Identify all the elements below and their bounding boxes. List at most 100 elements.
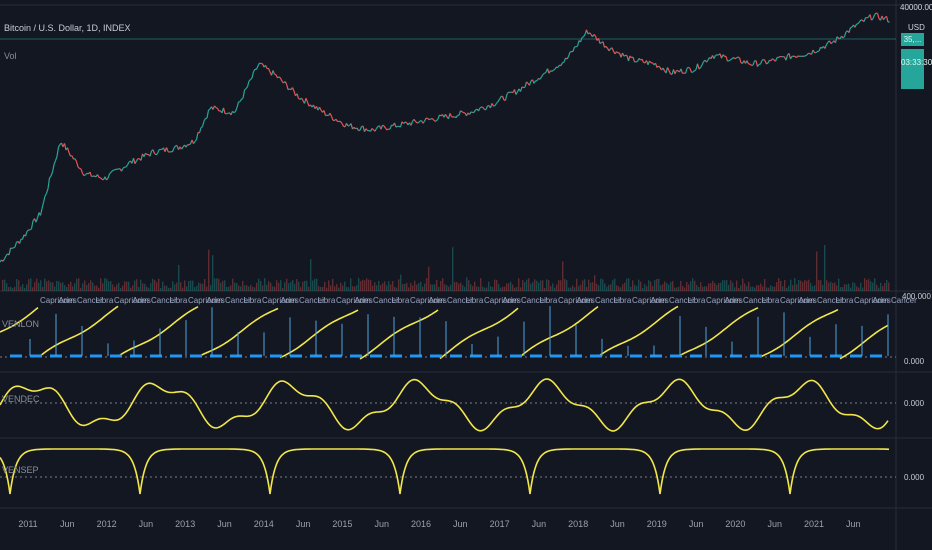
price-candle xyxy=(869,14,873,21)
price-candle xyxy=(222,107,226,114)
price-candle xyxy=(872,14,876,19)
volume-bar xyxy=(408,287,410,291)
volume-bar xyxy=(494,279,496,291)
volume-bar xyxy=(506,283,508,291)
price-candle xyxy=(767,59,771,64)
volume-bar xyxy=(870,281,872,291)
volume-bar xyxy=(690,281,692,291)
volume-bar xyxy=(88,283,90,291)
volume-bar xyxy=(352,286,354,291)
volume-bar xyxy=(46,281,48,291)
price-candle xyxy=(181,146,184,150)
volume-bar xyxy=(320,286,322,291)
volume-bar xyxy=(62,282,64,291)
volume-bar xyxy=(94,285,96,291)
price-candle xyxy=(761,58,764,61)
volume-bar xyxy=(498,284,500,291)
volume-bar xyxy=(520,287,522,291)
volume-bar xyxy=(100,278,102,291)
volume-bar xyxy=(136,279,138,291)
volume-bar xyxy=(324,281,326,291)
volume-bar xyxy=(782,286,784,291)
price-candle xyxy=(359,126,363,131)
sign-label: Libra xyxy=(96,296,114,305)
volume-bar xyxy=(648,280,650,291)
price-candle xyxy=(597,38,601,44)
volume-bar xyxy=(396,287,398,291)
price-candle xyxy=(576,40,580,47)
volume-bar xyxy=(880,282,882,291)
volume-bar xyxy=(450,284,452,291)
price-candle xyxy=(430,117,433,120)
price-candle xyxy=(581,36,584,39)
volume-bar xyxy=(446,285,448,291)
price-candle xyxy=(246,80,250,87)
volume-bar xyxy=(44,278,46,291)
price-candle xyxy=(13,246,16,249)
price-candle xyxy=(330,116,334,121)
price-candle xyxy=(340,121,343,124)
price-candle xyxy=(656,65,659,69)
volume-bar xyxy=(606,286,608,291)
volume-bar xyxy=(570,287,572,291)
price-candle xyxy=(251,71,255,79)
price-candle xyxy=(203,118,207,122)
volume-bar xyxy=(810,282,812,291)
volume-bar xyxy=(592,282,594,291)
price-candle xyxy=(399,121,403,128)
volume-bar xyxy=(464,286,466,291)
volume-bar xyxy=(54,286,56,291)
price-candle xyxy=(427,117,430,120)
volume-bar xyxy=(822,285,824,291)
volume-bar xyxy=(256,282,258,291)
volume-bar xyxy=(588,279,590,291)
volume-bar xyxy=(376,285,378,291)
price-candle xyxy=(201,120,205,127)
price-candle xyxy=(722,54,725,57)
volume-bar xyxy=(776,281,778,291)
volume-bar xyxy=(8,287,10,291)
price-candle xyxy=(540,74,544,78)
volume-bar xyxy=(876,284,878,291)
volume-bar xyxy=(286,278,288,291)
volume-bar xyxy=(724,280,726,291)
x-tick-label: Jun xyxy=(60,519,75,529)
price-candle xyxy=(473,109,477,113)
volume-bar xyxy=(482,286,484,291)
price-candle xyxy=(245,86,248,90)
volume-bar xyxy=(848,283,850,291)
price-candle xyxy=(289,88,292,91)
price-candle xyxy=(380,124,384,130)
price-candle xyxy=(838,37,841,40)
price-candle xyxy=(94,175,97,178)
volume-bar xyxy=(838,278,840,291)
volume-bar xyxy=(740,285,742,291)
volume-bar xyxy=(312,280,314,291)
volume-bar xyxy=(304,280,306,291)
volume-bar xyxy=(676,287,678,291)
volume-bar xyxy=(550,286,552,291)
price-candle xyxy=(413,119,416,122)
volume-bar xyxy=(580,284,582,291)
volume-bar xyxy=(878,287,880,291)
volume-bar xyxy=(860,282,862,291)
sign-label: Cancer xyxy=(151,296,177,305)
price-candle xyxy=(579,37,583,43)
sign-label: Capricorn xyxy=(706,296,741,305)
volume-bar xyxy=(392,281,394,291)
price-candle xyxy=(85,172,88,176)
volume-bar xyxy=(246,285,248,291)
price-candle xyxy=(382,124,385,127)
volume-bar xyxy=(612,280,614,291)
pane1-axis-top: 400.000 xyxy=(902,292,931,301)
volume-bar xyxy=(510,281,512,291)
price-candle xyxy=(638,57,641,61)
price-candle xyxy=(122,166,125,169)
volume-bar xyxy=(800,280,802,291)
sign-label: Capricorn xyxy=(114,296,149,305)
volume-bar xyxy=(356,285,358,291)
price-candle xyxy=(542,72,545,75)
volume-bar xyxy=(496,280,498,291)
